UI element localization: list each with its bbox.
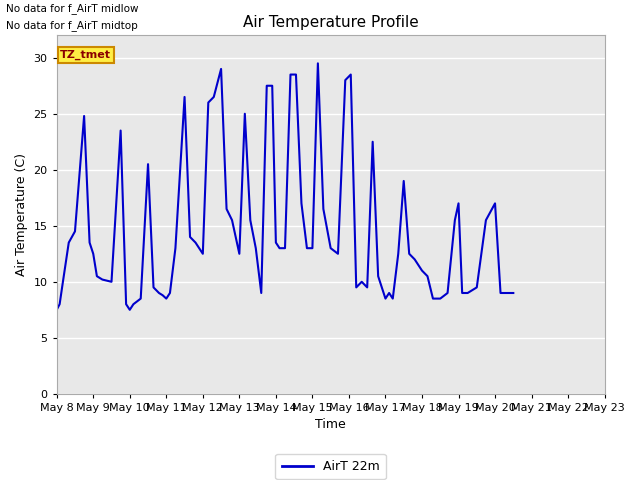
Y-axis label: Air Temperature (C): Air Temperature (C) [15, 153, 28, 276]
X-axis label: Time: Time [316, 419, 346, 432]
Text: No data for f_AirT midtop: No data for f_AirT midtop [6, 20, 138, 31]
Title: Air Temperature Profile: Air Temperature Profile [243, 15, 419, 30]
Legend: AirT 22m: AirT 22m [275, 454, 386, 480]
Text: No data for f_AirT midlow: No data for f_AirT midlow [6, 3, 139, 14]
Text: TZ_tmet: TZ_tmet [60, 50, 111, 60]
